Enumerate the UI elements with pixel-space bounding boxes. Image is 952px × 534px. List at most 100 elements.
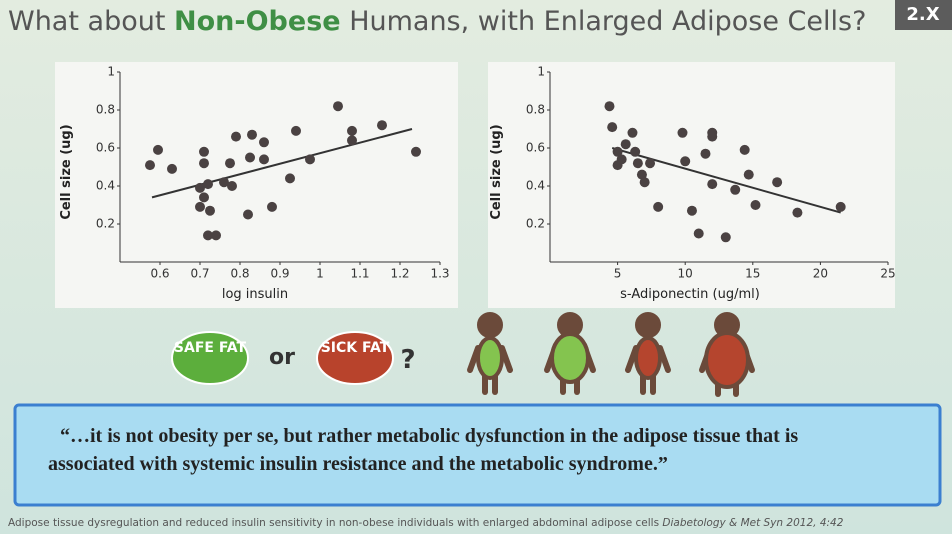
x-tick-label: 1.1: [350, 267, 369, 281]
x-tick-label: 1.3: [430, 267, 449, 281]
y-tick-label: 0.6: [96, 141, 115, 155]
data-point: [305, 154, 315, 165]
y-tick-label: 1: [107, 65, 115, 79]
quote-line: associated with systemic insulin resista…: [48, 453, 668, 475]
badge-text: 2.X: [906, 4, 939, 25]
data-point: [285, 173, 295, 184]
y-tick-label: 0.8: [526, 103, 545, 117]
y-tick-label: 0.8: [96, 103, 115, 117]
data-point: [347, 125, 357, 136]
y-tick-label: 0.6: [526, 141, 545, 155]
x-tick-label: 1.2: [390, 267, 409, 281]
data-point: [743, 169, 754, 180]
data-point: [686, 205, 697, 216]
data-point: [627, 127, 638, 138]
data-point: [604, 101, 615, 112]
plots: 0.2 0.4 0.6 0.8 1 0.6 0.7 0.8 0.9 1 1.1 1.2 1.3 log i…: [59, 65, 896, 303]
y-tick-label: 0.4: [96, 179, 115, 193]
data-point: [772, 177, 783, 188]
data-point: [199, 146, 209, 157]
title-part: What about: [8, 6, 165, 37]
y-axis-label: Cell size (ug): [489, 124, 504, 219]
x-tick-label: 1: [316, 267, 324, 281]
figure: [467, 312, 513, 395]
data-point: [835, 201, 846, 212]
data-point: [653, 201, 664, 212]
citation: Adipose tissue dysregulation and reduced…: [8, 517, 844, 529]
figure: [625, 312, 671, 395]
data-point: [616, 154, 627, 165]
figure: [544, 312, 596, 395]
x-tick-label: 0.6: [150, 267, 169, 281]
title-part: Humans, with Enlarged Adipose Cells?: [349, 6, 866, 37]
data-point: [231, 131, 241, 142]
data-point: [607, 122, 618, 133]
journal: Diabetology & Met Syn 2012, 4:42: [662, 517, 843, 529]
data-point: [677, 127, 688, 138]
data-point: [792, 207, 803, 218]
y-tick-label: 0.2: [96, 217, 115, 231]
data-point: [199, 192, 209, 203]
data-point: [680, 156, 691, 167]
data-point: [411, 146, 421, 157]
data-point: [630, 146, 641, 157]
badge: [895, 0, 952, 30]
x-tick-label: 0.7: [190, 267, 209, 281]
data-point: [259, 154, 269, 165]
or-text: or: [269, 345, 295, 370]
data-point: [145, 160, 155, 171]
data-point: [377, 120, 387, 131]
data-point: [707, 179, 718, 190]
data-point: [347, 135, 357, 146]
sick-badge: [316, 331, 394, 385]
data-point: [245, 152, 255, 163]
y-tick-label: 0.2: [526, 217, 545, 231]
title: What about Non-Obese Humans, with Enlarg…: [8, 6, 866, 37]
data-point: [730, 184, 741, 195]
question-mark: ?: [400, 345, 415, 375]
safe-badge: [171, 331, 249, 385]
x-tick-label: 0.9: [270, 267, 289, 281]
data-point: [205, 205, 215, 216]
figures: [467, 312, 755, 397]
x-tick-label: 0.8: [230, 267, 249, 281]
data-point: [700, 148, 711, 159]
y-tick-label: 0.4: [526, 179, 545, 193]
title-part: Non-Obese: [174, 6, 341, 37]
data-point: [645, 158, 656, 169]
quote-box: [13, 403, 942, 507]
data-point: [632, 158, 643, 169]
data-point: [211, 230, 221, 241]
data-point: [153, 144, 163, 155]
x-axis-label: log insulin: [222, 287, 288, 302]
data-point: [639, 177, 650, 188]
data-point: [720, 232, 731, 243]
x-tick-label: 5: [614, 267, 622, 281]
data-point: [203, 230, 213, 241]
data-point: [219, 177, 229, 188]
chart-panel: [55, 62, 458, 308]
figure: [699, 312, 755, 397]
data-point: [707, 127, 718, 138]
y-tick-label: 1: [537, 65, 545, 79]
x-tick-label: 10: [678, 267, 693, 281]
trend-line: [151, 128, 413, 199]
data-point: [167, 163, 177, 174]
data-point: [227, 181, 237, 191]
data-point: [195, 201, 205, 212]
data-point: [612, 146, 623, 157]
chart-panel: [488, 62, 895, 308]
y-axis-label: Cell size (ug): [59, 124, 74, 219]
data-point: [247, 129, 257, 140]
data-point: [333, 101, 343, 112]
data-point: [195, 182, 205, 193]
data-point: [225, 158, 235, 169]
quote-line: “…it is not obesity per se, but rather m…: [60, 425, 798, 447]
data-point: [203, 179, 213, 190]
data-point: [199, 158, 209, 169]
x-tick-label: 20: [813, 267, 828, 281]
data-point: [620, 139, 631, 150]
data-point: [636, 169, 647, 180]
